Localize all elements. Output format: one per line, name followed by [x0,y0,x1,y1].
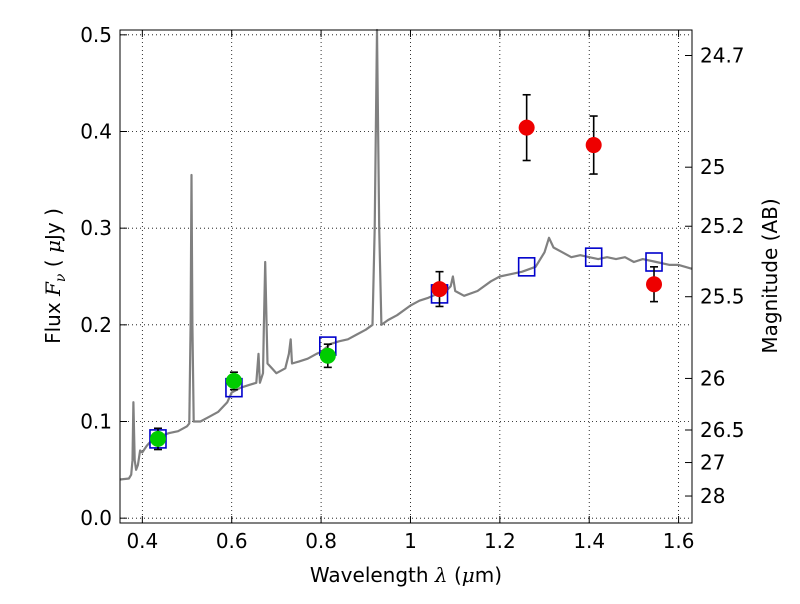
y2-tick-label: 24.7 [700,43,745,67]
y-tick-label: 0.4 [80,120,112,144]
grid-lines [120,30,692,523]
spectrum-line-group [119,28,693,481]
nir-point [585,137,602,154]
y2-tick-label: 25.5 [700,285,745,309]
y-tick-label: 0.0 [80,506,112,530]
y2-tick-label: 26 [700,366,725,390]
y2-tick-label: 26.5 [700,418,745,442]
plot-frame [119,29,693,524]
optical-point [225,372,242,389]
optical-point [319,347,336,364]
model-point [517,257,536,277]
y-tick-label: 0.1 [80,410,112,434]
axis-ticks [120,30,692,523]
x-tick-label: 0.6 [216,529,248,553]
y2-tick-label: 28 [700,484,725,508]
observed-points-group [149,93,663,451]
optical-point [149,430,166,447]
nir-point [646,276,663,293]
y-axis-label: Flux Fν ( μJy ) [41,208,69,344]
x-tick-label: 1.2 [484,529,516,553]
y2-tick-label: 25.2 [700,214,745,238]
x-tick-label: 0.8 [305,529,337,553]
y2-axis-label: Magnitude (AB) [758,198,782,353]
x-tick-label: 1 [404,529,417,553]
y2-tick-label: 25 [700,155,725,179]
x-axis-label: Wavelength λ (μm) [310,563,502,587]
spectrum-line [119,28,693,481]
x-tick-label: 1.4 [573,529,605,553]
tick-labels: 0.4 0.6 0.8 1 1.2 1.4 1.6 0.0 0.1 0.2 0.3 0.4 0.5 24.… [80,23,744,553]
model-point [584,247,603,267]
nir-point [518,119,535,136]
nir-point [431,281,448,298]
y-tick-label: 0.2 [80,313,112,337]
x-tick-label: 1.6 [663,529,695,553]
y2-tick-label: 27 [700,451,725,475]
x-tick-label: 0.4 [126,529,158,553]
y-tick-label: 0.5 [80,23,112,47]
y-tick-label: 0.3 [80,216,112,240]
